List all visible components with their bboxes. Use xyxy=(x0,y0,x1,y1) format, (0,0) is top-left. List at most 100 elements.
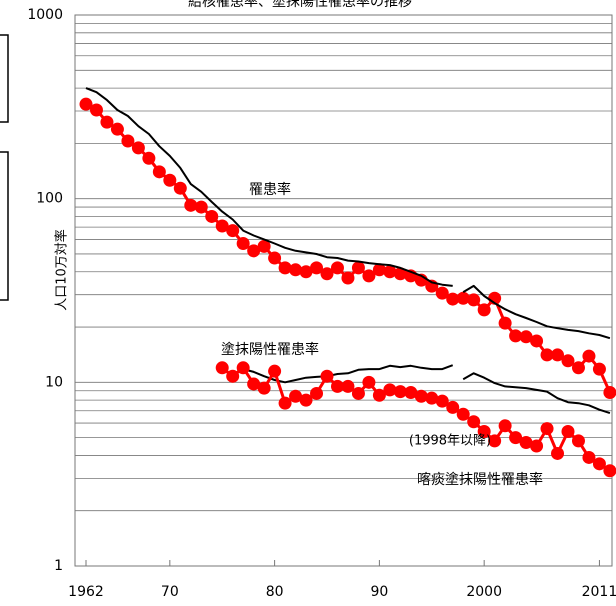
data-point xyxy=(289,389,303,403)
annotation: 塗抹陽性罹患率 xyxy=(221,341,319,358)
data-point xyxy=(519,330,533,344)
data-point xyxy=(530,334,544,348)
data-point xyxy=(310,261,324,275)
y-tick-label: 1 xyxy=(54,558,63,574)
data-point xyxy=(341,379,355,393)
x-tick-label: 2011 xyxy=(582,584,616,600)
data-point xyxy=(194,200,208,214)
series-line xyxy=(462,284,611,340)
plot-border xyxy=(74,14,613,567)
data-point xyxy=(456,407,470,421)
data-point xyxy=(330,261,344,275)
data-point xyxy=(561,354,575,368)
data-point xyxy=(582,450,596,464)
data-point xyxy=(477,424,491,438)
annotation: (1998年以降) xyxy=(409,434,491,449)
data-point xyxy=(519,436,533,450)
cropped-box xyxy=(0,34,9,301)
y-tick-label: 1000 xyxy=(27,7,63,23)
data-point xyxy=(425,391,439,405)
data-point xyxy=(603,386,616,400)
data-point xyxy=(488,434,502,448)
data-point xyxy=(509,329,523,343)
data-point xyxy=(268,251,282,265)
x-tick-label: 90 xyxy=(370,584,388,600)
data-point xyxy=(362,269,376,283)
data-point xyxy=(205,209,219,223)
data-point xyxy=(372,263,386,277)
data-point xyxy=(320,267,334,281)
data-point xyxy=(330,379,344,393)
data-point xyxy=(110,122,124,136)
data-point xyxy=(571,434,585,448)
data-point xyxy=(372,388,386,402)
data-point xyxy=(226,224,240,238)
data-point xyxy=(435,394,449,408)
y-tick-label: 10 xyxy=(45,374,63,390)
data-point xyxy=(383,383,397,397)
data-point xyxy=(551,446,565,460)
y-tick-label: 100 xyxy=(36,191,63,207)
data-point xyxy=(215,361,229,375)
data-point xyxy=(299,265,313,279)
data-point xyxy=(278,261,292,275)
y-axis-label: 人口10万対率 xyxy=(54,229,70,311)
data-point xyxy=(184,198,198,212)
data-point xyxy=(236,237,250,251)
data-point xyxy=(404,386,418,400)
data-point xyxy=(351,386,365,400)
series-line xyxy=(462,372,611,415)
data-point xyxy=(540,422,554,436)
data-point xyxy=(446,400,460,414)
annotation: 罹患率 xyxy=(249,181,291,198)
data-point xyxy=(310,386,324,400)
data-point xyxy=(278,396,292,410)
data-point xyxy=(236,361,250,375)
data-point xyxy=(121,134,135,148)
data-point xyxy=(142,151,156,165)
data-point xyxy=(257,239,271,253)
data-point xyxy=(257,381,271,395)
x-tick-label: 1962 xyxy=(68,584,104,600)
data-point xyxy=(163,173,177,187)
series-line xyxy=(85,87,453,287)
data-point xyxy=(582,349,596,363)
data-point xyxy=(341,271,355,285)
x-tick-label: 2000 xyxy=(466,584,502,600)
data-point xyxy=(89,103,103,117)
data-point xyxy=(351,261,365,275)
data-point xyxy=(393,267,407,281)
data-point xyxy=(414,389,428,403)
x-tick-label: 80 xyxy=(266,584,284,600)
data-point xyxy=(498,316,512,330)
data-point xyxy=(592,457,606,471)
annotation: 喀痰塗抹陽性罹患率 xyxy=(417,471,543,488)
data-point xyxy=(247,377,261,391)
data-point xyxy=(268,364,282,378)
data-point xyxy=(131,141,145,155)
data-point xyxy=(383,265,397,279)
data-point xyxy=(289,263,303,277)
data-point xyxy=(215,219,229,233)
data-point xyxy=(498,419,512,433)
data-point xyxy=(509,431,523,445)
data-point xyxy=(446,292,460,306)
data-point xyxy=(561,424,575,438)
data-point xyxy=(540,348,554,362)
x-tick-label: 70 xyxy=(161,584,179,600)
data-point xyxy=(603,464,616,478)
chart-title: 結核罹患率、塗抹陽性罹患率の推移 xyxy=(188,0,412,10)
data-point xyxy=(152,165,166,179)
data-point xyxy=(530,439,544,453)
data-point xyxy=(79,97,93,111)
data-point xyxy=(247,244,261,258)
data-point xyxy=(226,369,240,383)
data-point xyxy=(100,115,114,129)
data-point xyxy=(393,385,407,399)
data-point xyxy=(571,361,585,375)
data-point xyxy=(477,303,491,317)
data-point xyxy=(320,369,334,383)
data-point xyxy=(362,375,376,389)
